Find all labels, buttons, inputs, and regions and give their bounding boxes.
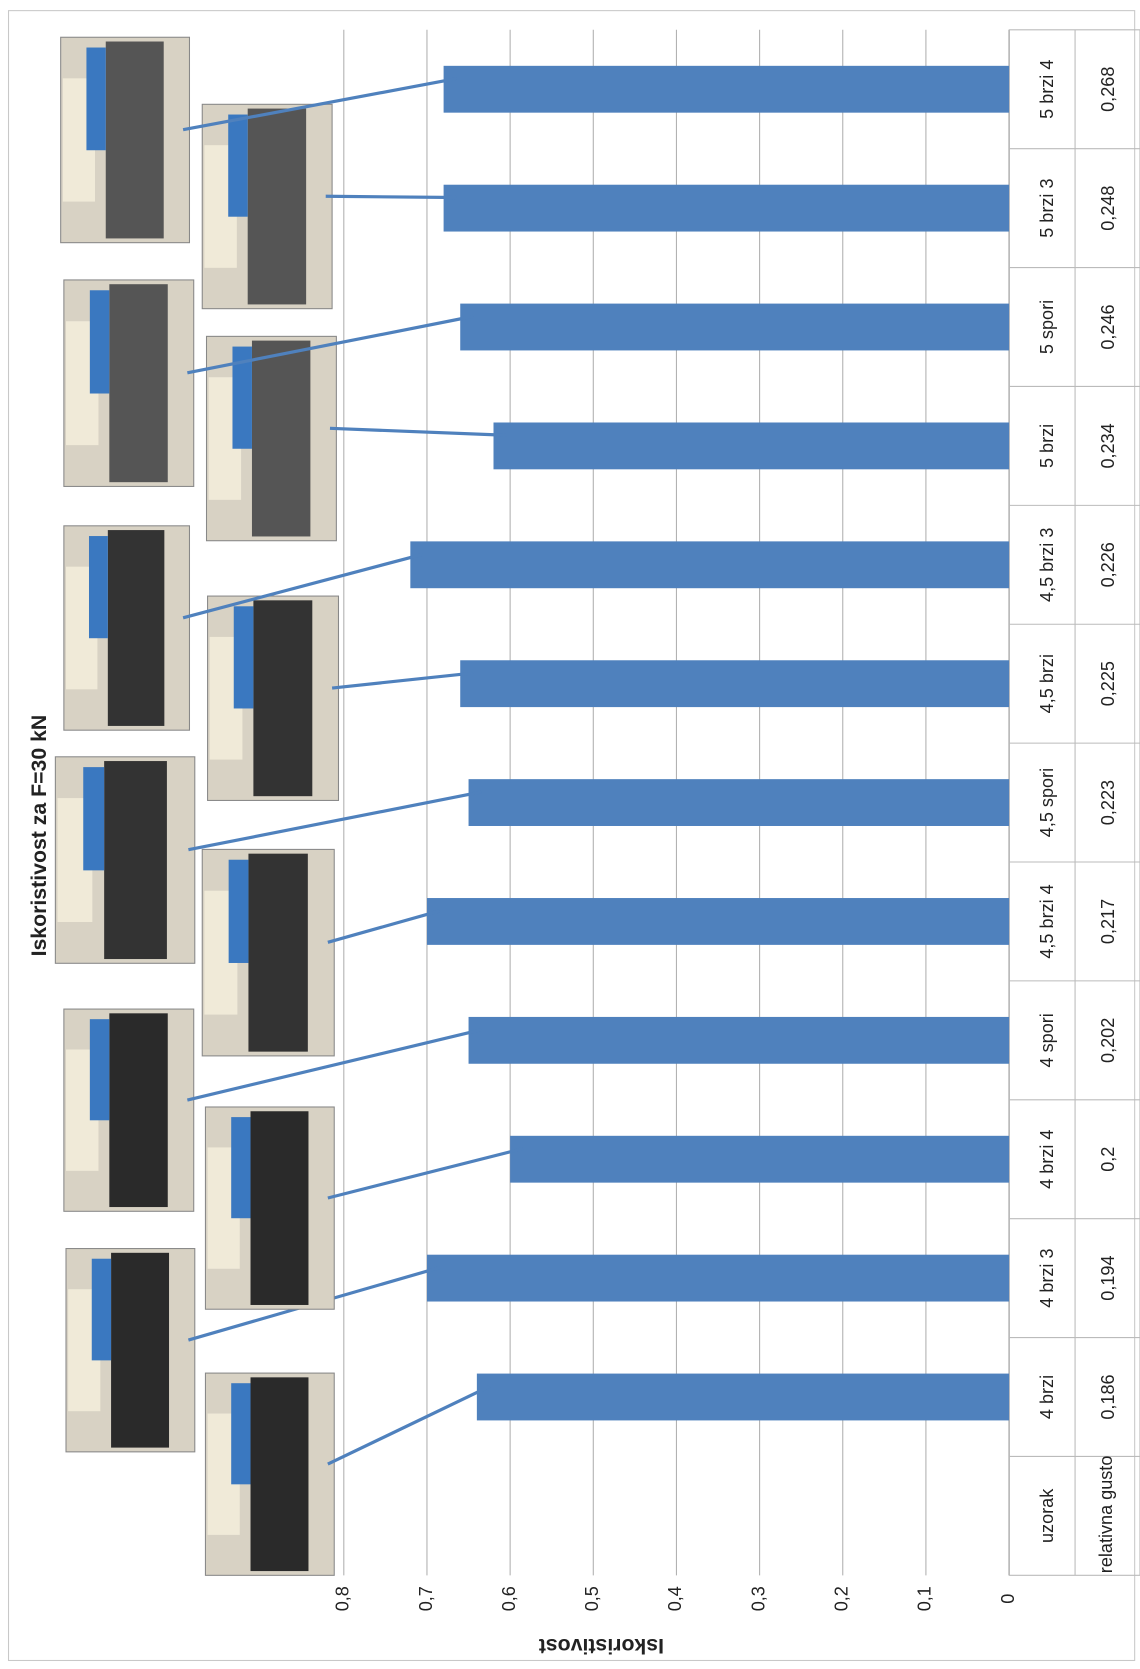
connector [327, 909, 441, 944]
photo-part [250, 1377, 309, 1572]
photo-part [109, 284, 168, 483]
bar [493, 422, 1010, 470]
bar [410, 541, 1010, 589]
photo-part [233, 606, 254, 709]
density-label: 0,226 [1098, 542, 1118, 587]
photo-part [89, 290, 110, 394]
density-label: 0,248 [1098, 186, 1118, 231]
photo-part [231, 1383, 251, 1485]
photo-part [228, 114, 248, 217]
density-label: 0,268 [1098, 67, 1118, 112]
photo-part [251, 340, 311, 537]
row-header: uzorak [1037, 1488, 1057, 1543]
bar [510, 1135, 1010, 1183]
x-tick-label: 4,5 brzi [1037, 654, 1057, 713]
x-tick-label: 5 brzi 3 [1037, 178, 1057, 237]
x-tick-label: 5 brzi [1037, 424, 1057, 468]
density-label: 0,225 [1098, 661, 1118, 706]
photo-part [231, 1117, 251, 1219]
photo-part [109, 1013, 168, 1208]
photo-part [89, 1019, 110, 1121]
plot-area: 0 0,1 0,2 0,3 0,4 0,5 0,6 0,7 0,8 uzorak relativna… [54, 29, 1140, 1611]
bar [426, 1254, 1010, 1302]
connector [188, 790, 482, 852]
density-label: 0,194 [1098, 1255, 1118, 1300]
connector [187, 314, 474, 375]
photo-part [86, 47, 106, 151]
x-tick-label: 4 brzi 4 [1037, 1130, 1057, 1189]
y-tick-label: 0,3 [748, 1586, 768, 1611]
x-tick-label: 4,5 brzi 3 [1037, 528, 1057, 602]
connector [329, 426, 507, 437]
y-tick-label: 0,1 [915, 1586, 935, 1611]
photo-part [111, 1252, 170, 1448]
y-tick-label: 0,4 [665, 1586, 685, 1611]
photo-part [88, 536, 108, 639]
density-label: 0,246 [1098, 304, 1118, 349]
bar [460, 303, 1010, 351]
connector [186, 1028, 482, 1102]
x-tick-label: 4 spori [1037, 1013, 1057, 1067]
photo-part [107, 530, 165, 726]
bar [443, 184, 1010, 232]
density-label: 0,234 [1098, 423, 1118, 468]
photo-part [247, 108, 307, 305]
photo-part [105, 41, 164, 239]
connector [325, 194, 457, 200]
y-tick-label: 0,8 [333, 1586, 353, 1611]
x-tick-label: 5 spori [1037, 300, 1057, 354]
bar [443, 65, 1010, 113]
y-tick-label: 0,5 [582, 1586, 602, 1611]
axis-title: Iskoristivost [539, 1634, 664, 1658]
density-label: 0,186 [1098, 1374, 1118, 1419]
photo-part [228, 859, 249, 963]
y-tick-label: 0 [998, 1594, 1018, 1604]
x-tick-label: 4,5 brzi 4 [1037, 884, 1057, 958]
chart-title: Iskoristivost za F=30 kN [27, 715, 51, 957]
connector [327, 1384, 491, 1466]
bar [468, 1016, 1010, 1064]
bar [476, 1373, 1010, 1421]
connector [331, 671, 474, 690]
density-label: 0,223 [1098, 780, 1118, 825]
x-tick-label: 4 brzi [1037, 1375, 1057, 1419]
photo-part [83, 767, 105, 871]
connector [327, 1147, 524, 1200]
photo-part [248, 853, 308, 1052]
density-label: 0,2 [1098, 1147, 1118, 1172]
x-tick-label: 5 brzi 4 [1037, 60, 1057, 119]
density-label: 0,202 [1098, 1018, 1118, 1063]
photo-part [253, 600, 313, 797]
y-tick-label: 0,7 [416, 1586, 436, 1611]
photo-part [91, 1258, 112, 1361]
connector [182, 552, 424, 620]
row-header-group: relativna gustoća [1096, 1436, 1116, 1574]
photo-part [232, 346, 252, 449]
bar [426, 898, 1010, 945]
bar [460, 660, 1010, 708]
row-header: relativna gustoća [1096, 1436, 1116, 1574]
x-tick-label: 4,5 spori [1037, 768, 1057, 837]
connector [182, 77, 457, 132]
x-tick-label: 4 brzi 3 [1037, 1248, 1057, 1307]
density-label: 0,217 [1098, 899, 1118, 944]
y-tick-label: 0,2 [832, 1586, 852, 1611]
y-tick-label: 0,6 [499, 1586, 519, 1611]
photo-part [250, 1111, 309, 1305]
photo-part [104, 761, 167, 960]
bar [468, 779, 1010, 826]
